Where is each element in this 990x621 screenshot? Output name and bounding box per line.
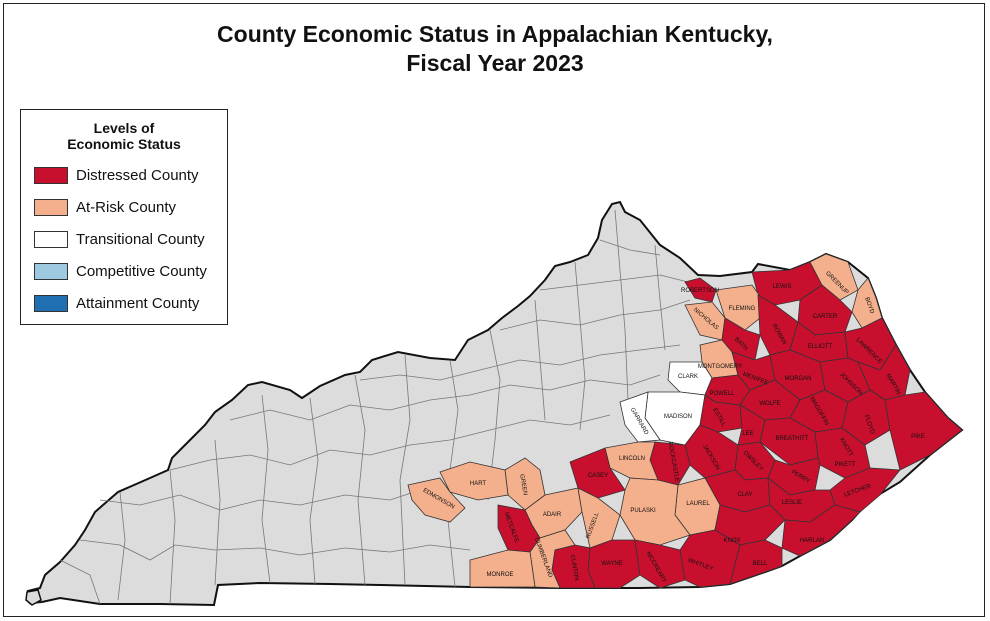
appalachian-counties [407, 253, 963, 589]
svg-text:BREATHITT: BREATHITT [776, 436, 809, 442]
svg-text:BOYD: BOYD [863, 297, 875, 316]
svg-text:CLAY: CLAY [737, 492, 752, 498]
county-knott [814, 427, 871, 479]
competitive-label: Competitive County [76, 263, 207, 280]
svg-text:PIKETT: PIKETT [834, 462, 855, 468]
county-edmonson [407, 477, 466, 523]
svg-text:LESLIE: LESLIE [782, 500, 802, 506]
county-pike [884, 391, 963, 471]
svg-text:GREEN: GREEN [518, 474, 528, 496]
svg-text:POWELL: POWELL [709, 391, 735, 397]
county-bell [729, 539, 783, 585]
at-risk-label: At-Risk County [76, 199, 177, 216]
svg-text:MONTGOMERY: MONTGOMERY [698, 364, 742, 370]
transitional-label: Transitional County [76, 231, 205, 248]
svg-text:MORGAN: MORGAN [785, 376, 812, 382]
svg-text:LAUREL: LAUREL [686, 501, 710, 507]
svg-text:WAYNE: WAYNE [601, 561, 622, 567]
svg-text:LEWIS: LEWIS [773, 284, 792, 290]
distressed-swatch [34, 167, 68, 184]
at-risk-swatch [34, 199, 68, 216]
map-title: County Economic Status in Appalachian Ke… [0, 20, 990, 78]
transitional-swatch [34, 231, 68, 248]
svg-text:CLARK: CLARK [678, 374, 698, 380]
county-fleming [715, 284, 771, 331]
county-lincoln [604, 441, 659, 481]
svg-text:HARLAN: HARLAN [800, 538, 824, 544]
attainment-label: Attainment County [76, 295, 200, 312]
svg-text:PULASKI: PULASKI [630, 508, 656, 514]
svg-text:LEE: LEE [742, 431, 753, 437]
svg-text:CASEY: CASEY [588, 473, 608, 479]
svg-text:KNOX: KNOX [723, 538, 740, 544]
svg-text:MONROE: MONROE [487, 572, 514, 578]
svg-text:CARTER: CARTER [813, 314, 838, 320]
svg-text:BELL: BELL [753, 561, 768, 567]
legend: Levels of Economic Status Distressed Cou… [20, 109, 228, 325]
county-robertson [684, 277, 717, 303]
svg-text:ADAIR: ADAIR [543, 512, 562, 518]
distressed-label: Distressed County [76, 167, 199, 184]
svg-text:HART: HART [470, 481, 487, 487]
attainment-swatch [34, 295, 68, 312]
legend-title-line-2: Economic Status [67, 136, 181, 152]
legend-title-line-1: Levels of [93, 120, 155, 136]
kentucky-bend-island [25, 589, 42, 606]
title-line-2: Fiscal Year 2023 [406, 50, 584, 76]
county-garrard [619, 391, 661, 443]
competitive-swatch [34, 263, 68, 280]
county-grid [59, 209, 701, 605]
svg-text:ROBERTSON: ROBERTSON [681, 288, 719, 294]
svg-text:LINCOLN: LINCOLN [619, 456, 645, 462]
svg-text:MADISON: MADISON [664, 414, 692, 420]
svg-text:FLEMING: FLEMING [729, 306, 756, 312]
svg-text:PIKE: PIKE [911, 434, 925, 440]
svg-text:WOLFE: WOLFE [759, 401, 780, 407]
svg-text:ELLIOTT: ELLIOTT [808, 344, 833, 350]
svg-text:CLINTON: CLINTON [569, 554, 579, 581]
county-cumberland [529, 529, 576, 589]
legend-title: Levels of Economic Status [21, 120, 227, 152]
county-harlan [781, 504, 861, 557]
county-pulaski [619, 477, 691, 546]
county-monroe [469, 549, 536, 588]
title-line-1: County Economic Status in Appalachian Ke… [217, 21, 773, 47]
